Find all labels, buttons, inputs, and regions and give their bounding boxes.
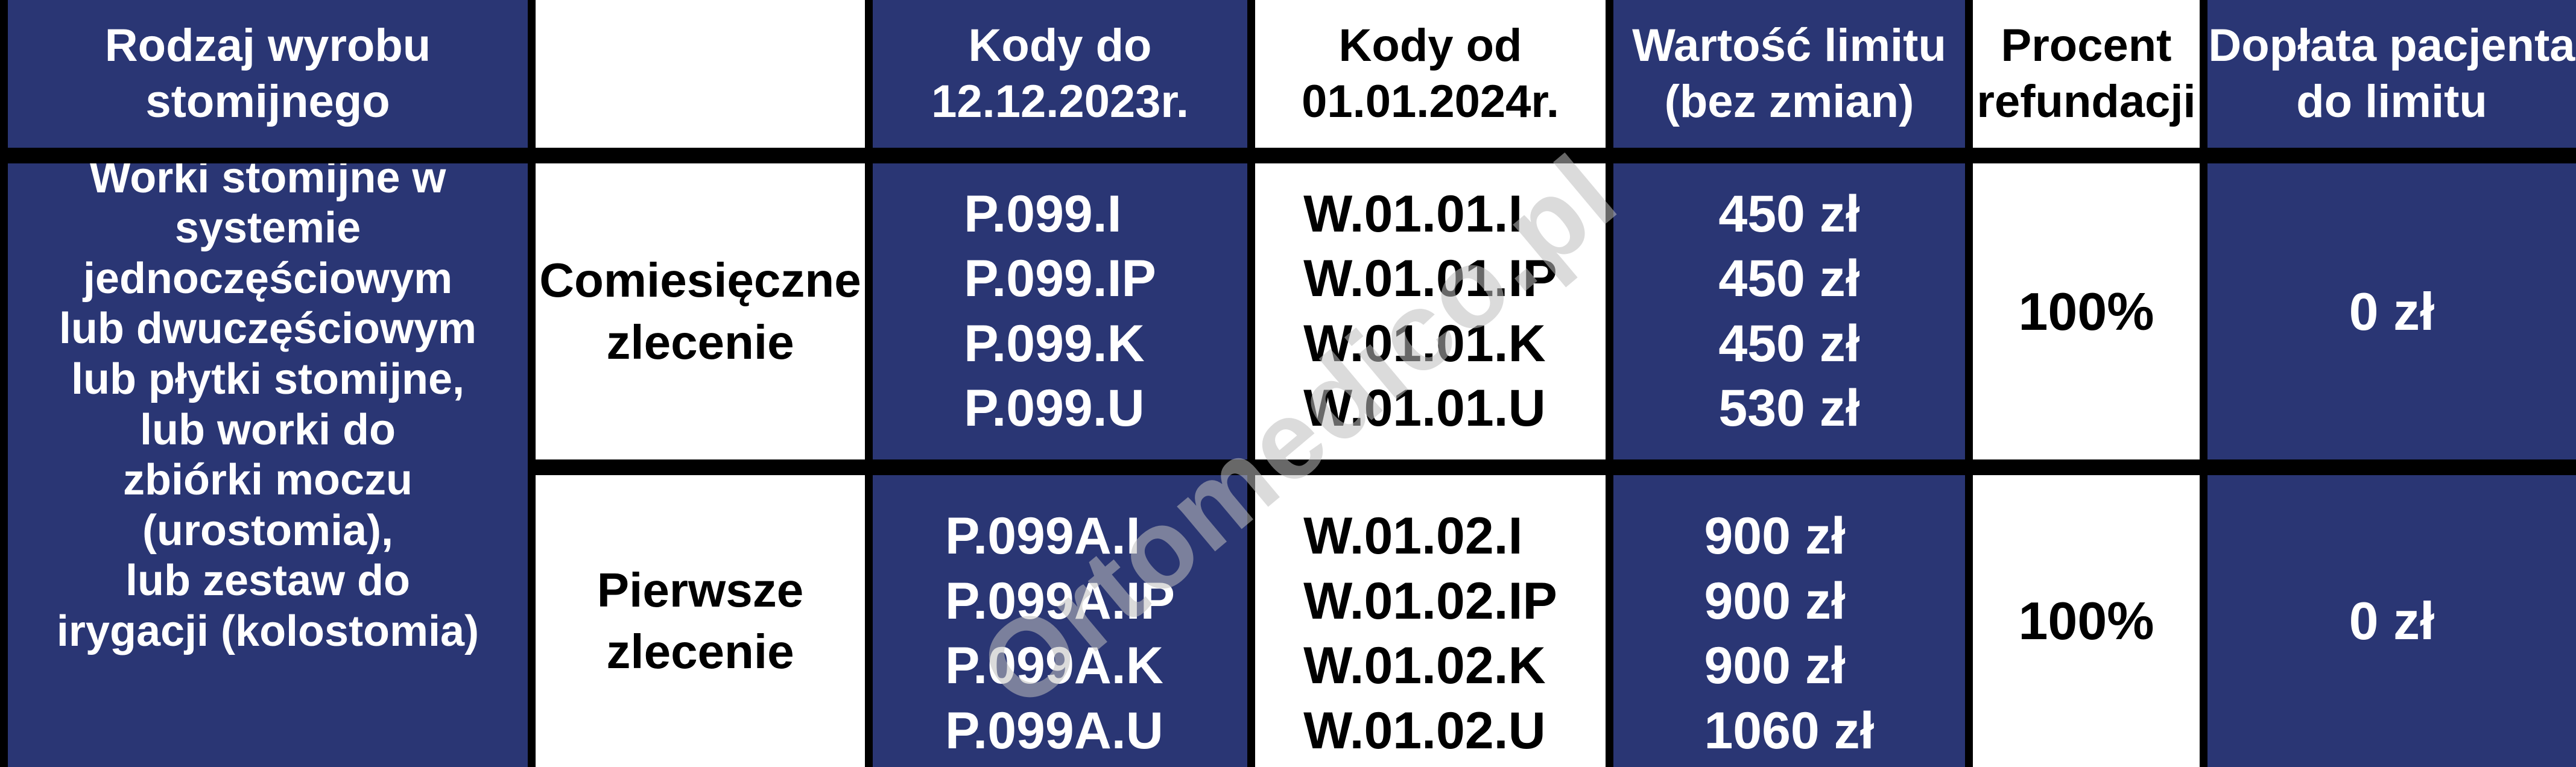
cell-row2-limit-values: 900 zł 900 zł 900 zł 1060 zł — [1613, 475, 1965, 767]
header-cell-procent: Procent refundacji — [1973, 0, 2200, 148]
codes-new-list: W.01.02.I W.01.02.IP W.01.02.K W.01.02.U — [1303, 507, 1557, 760]
cell-row2-codes-old: P.099A.I P.099A.IP P.099A.K P.099A.U — [873, 475, 1247, 767]
header-cell-rodzaj: Rodzaj wyrobu stomijnego — [8, 0, 528, 148]
header-cell-doplata: Dopłata pacjenta do limitu — [2207, 0, 2576, 148]
cell-row1-codes-new: W.01.01.I W.01.01.IP W.01.01.K W.01.01.U — [1255, 163, 1606, 459]
cell-row2-order-type: Pierwsze zlecenie — [536, 475, 865, 767]
limit-values-list: 450 zł 450 zł 450 zł 530 zł — [1718, 185, 1860, 438]
cell-row1-refund-percent: 100% — [1973, 163, 2200, 459]
cell-row1-codes-old: P.099.I P.099.IP P.099.K P.099.U — [873, 163, 1247, 459]
cell-product-group: Worki stomijne w systemie jednoczęściowy… — [8, 163, 528, 767]
header-cell-kody-do: Kody do 12.12.2023r. — [873, 0, 1247, 148]
codes-old-list: P.099A.I P.099A.IP P.099A.K P.099A.U — [945, 507, 1175, 760]
cell-row2-codes-new: W.01.02.I W.01.02.IP W.01.02.K W.01.02.U — [1255, 475, 1606, 767]
cell-row2-patient-copay: 0 zł — [2207, 475, 2576, 767]
codes-old-list: P.099.I P.099.IP P.099.K P.099.U — [964, 185, 1156, 438]
header-cell-wartosc: Wartość limitu (bez zmian) — [1613, 0, 1965, 148]
codes-new-list: W.01.01.I W.01.01.IP W.01.01.K W.01.01.U — [1303, 185, 1557, 438]
cell-row1-patient-copay: 0 zł — [2207, 163, 2576, 459]
header-cell-zlecenie — [536, 0, 865, 148]
cell-row2-refund-percent: 100% — [1973, 475, 2200, 767]
header-cell-kody-od: Kody od 01.01.2024r. — [1255, 0, 1606, 148]
cell-row1-limit-values: 450 zł 450 zł 450 zł 530 zł — [1613, 163, 1965, 459]
cell-row1-order-type: Comiesięczne zlecenie — [536, 163, 865, 459]
limit-values-list: 900 zł 900 zł 900 zł 1060 zł — [1704, 507, 1875, 760]
